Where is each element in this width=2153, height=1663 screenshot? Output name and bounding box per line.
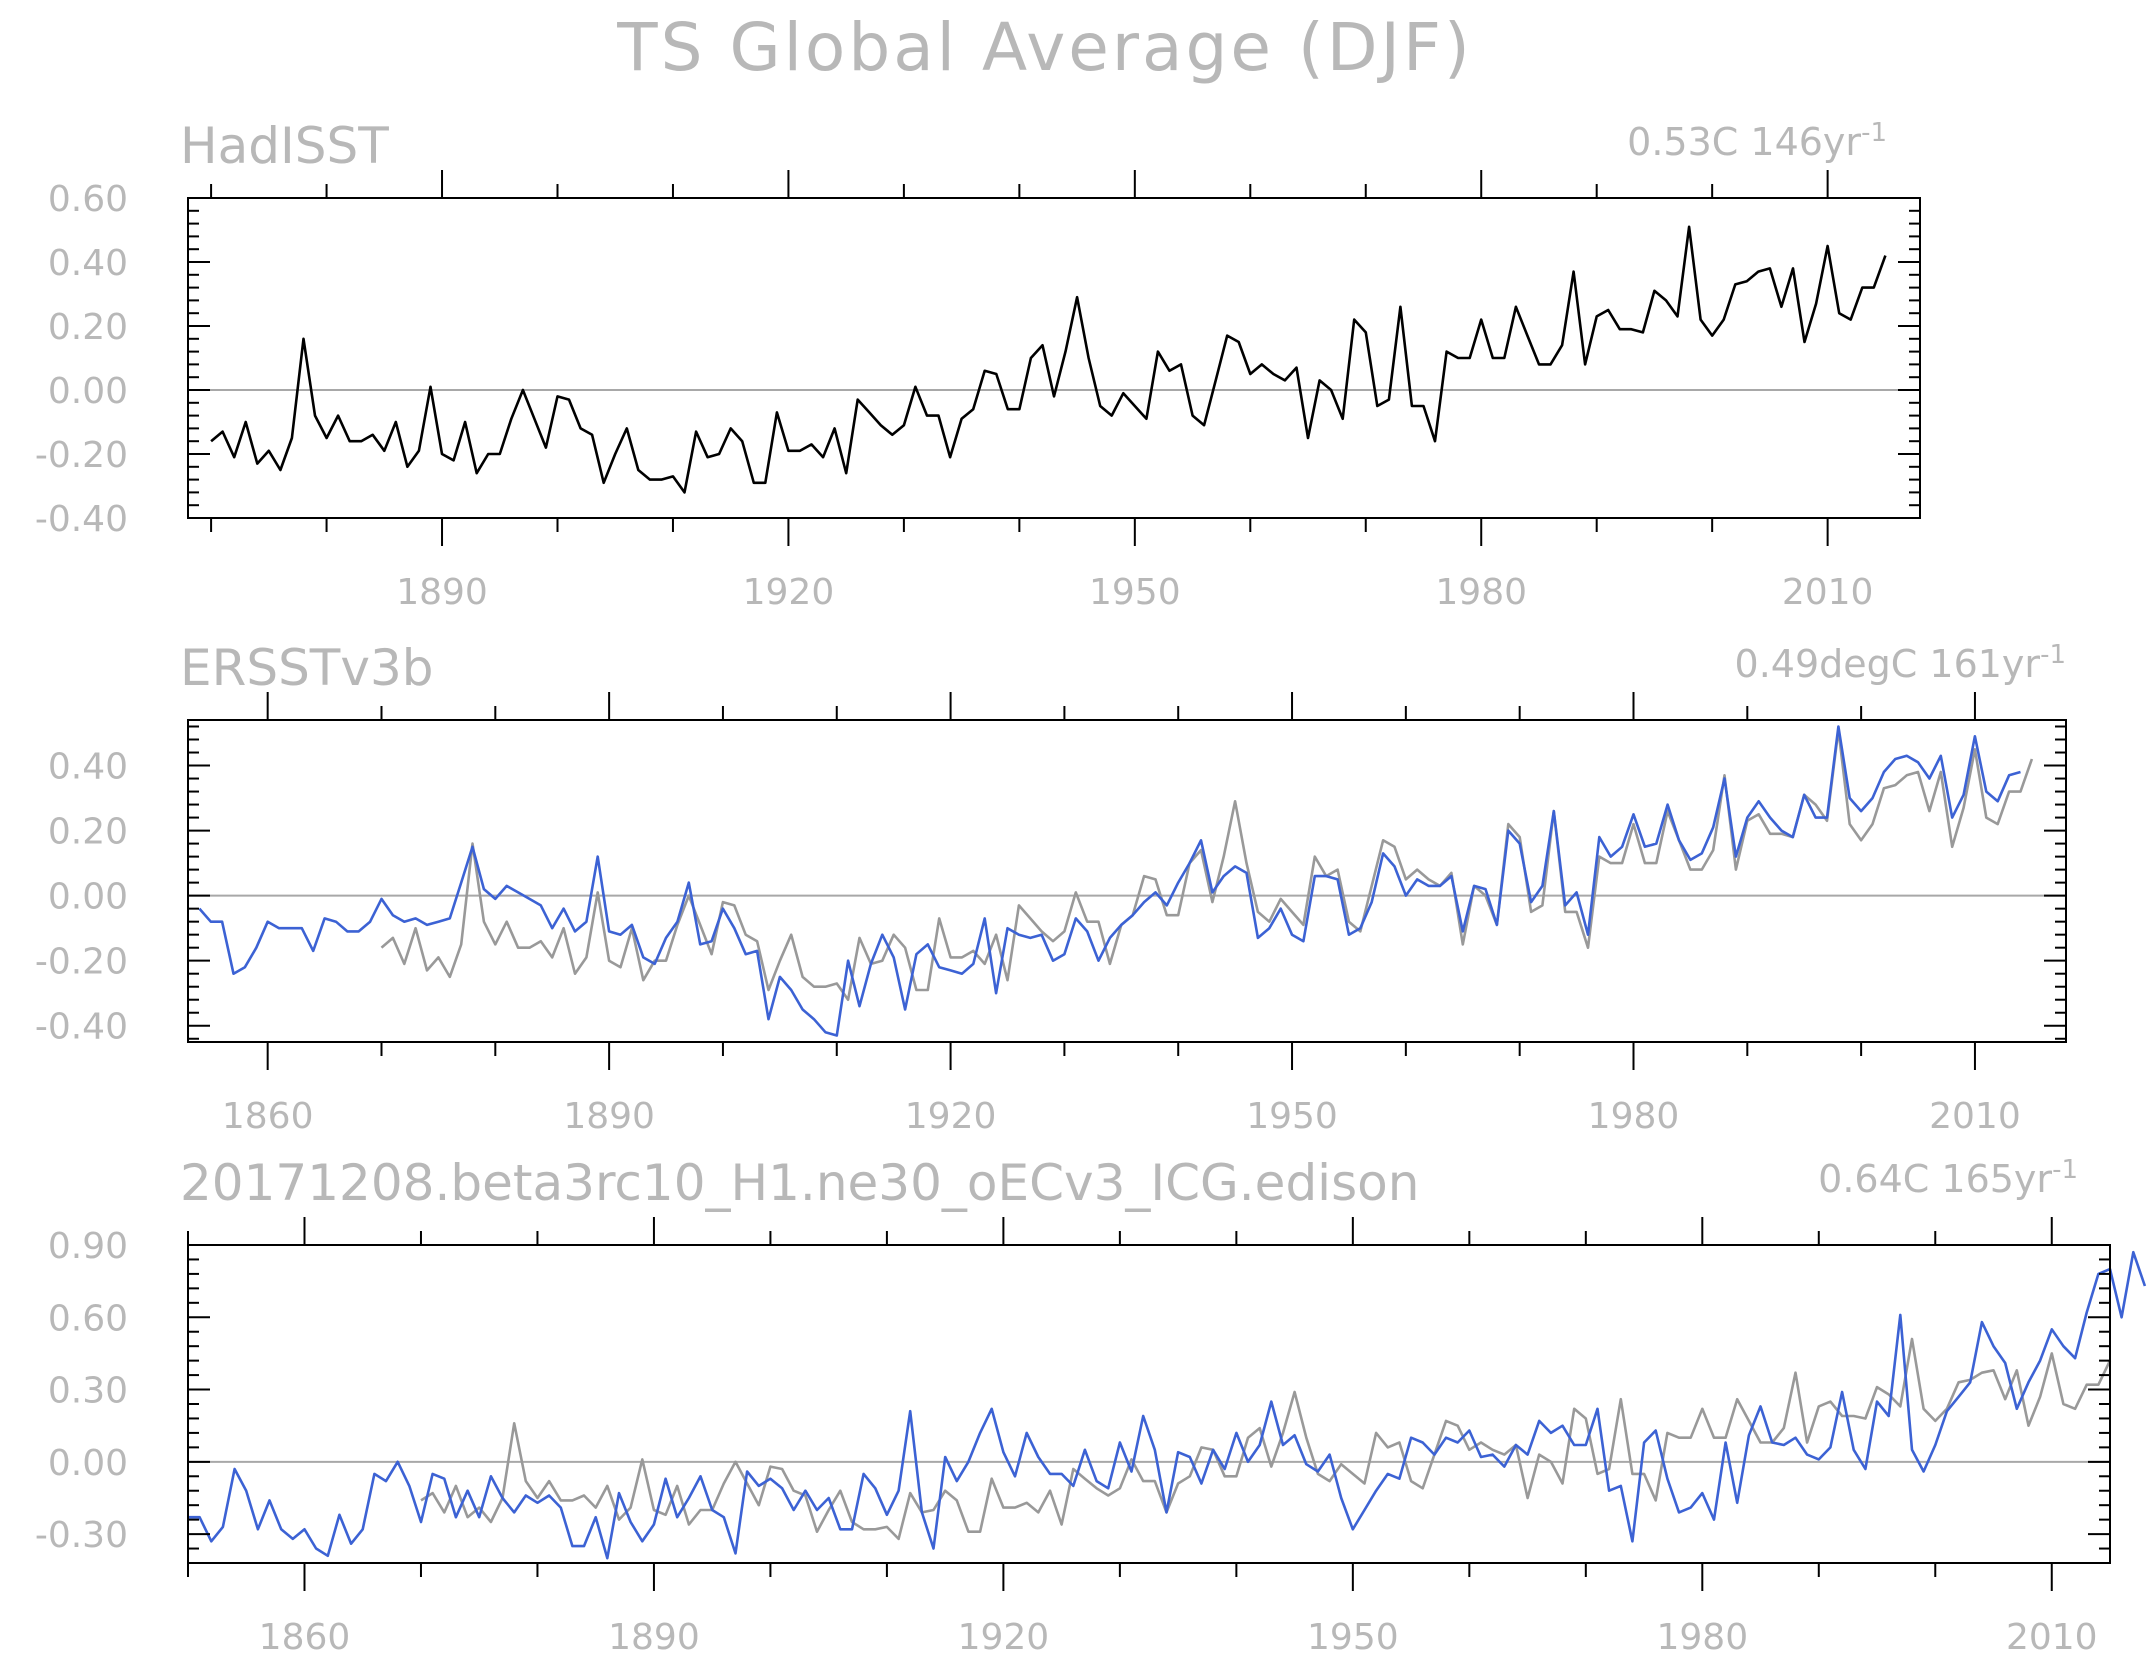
plot-frame (187, 197, 1921, 519)
panel-hadisst: HadISST 0.53C 146yr-1 -0.40 -0.20 0.00 0.20… (35, 117, 1921, 613)
y-tick-labels: -0.40 -0.20 0.00 0.20 0.40 (35, 747, 128, 1048)
x-axis-ticks (187, 1217, 2053, 1591)
x-tick-labels: 1890 1920 1950 1980 2010 (396, 572, 1873, 613)
x-tick-label: 1950 (1089, 572, 1181, 613)
x-tick-labels: 1860 1890 1920 1950 1980 2010 (259, 1617, 2098, 1658)
panel-model: 20171208.beta3rc10_H1.ne30_oECv3_ICG.edi… (35, 1154, 2147, 1658)
y-tick-label: 0.40 (48, 747, 128, 788)
x-axis-ticks (210, 170, 1829, 546)
trend-label: 0.53C 146yr-1 (1627, 118, 1887, 164)
x-tick-label: 1950 (1246, 1096, 1338, 1137)
y-axis-ticks (188, 1244, 2110, 1564)
x-axis-ticks (266, 692, 1976, 1070)
x-tick-label: 1980 (1656, 1617, 1748, 1658)
x-tick-label: 2010 (1929, 1096, 2021, 1137)
x-tick-label: 1980 (1588, 1096, 1680, 1137)
x-tick-label: 2010 (2006, 1617, 2098, 1658)
y-tick-label: 0.20 (48, 812, 128, 853)
x-tick-labels: 1860 1890 1920 1950 1980 2010 (222, 1096, 2021, 1137)
y-tick-label: 0.90 (48, 1226, 128, 1267)
panel-title: HadISST (180, 117, 389, 175)
y-tick-label: 0.40 (48, 243, 128, 284)
y-axis-ticks (188, 197, 1920, 519)
x-tick-label: 1950 (1307, 1617, 1399, 1658)
y-tick-label: 0.20 (48, 307, 128, 348)
x-tick-label: 1920 (743, 572, 835, 613)
y-tick-label: 0.60 (48, 1298, 128, 1339)
y-tick-label: -0.30 (35, 1515, 128, 1556)
y-tick-label: 0.60 (48, 179, 128, 220)
trend-label: 0.64C 165yr-1 (1818, 1155, 2078, 1201)
x-tick-label: 1920 (958, 1617, 1050, 1658)
series-line (420, 1337, 2112, 1541)
x-tick-label: 1890 (608, 1617, 700, 1658)
x-tick-label: 1890 (563, 1096, 655, 1137)
panel-ersstv3b: ERSSTv3b 0.49degC 161yr-1 -0.40 -0.20 0.00… (35, 639, 2067, 1137)
figure-title: TS Global Average (DJF) (616, 9, 1472, 86)
y-tick-labels: -0.30 0.00 0.30 0.60 0.90 (35, 1226, 128, 1556)
y-tick-label: 0.00 (48, 371, 128, 412)
x-tick-label: 1860 (222, 1096, 314, 1137)
panel-title: 20171208.beta3rc10_H1.ne30_oECv3_ICG.edi… (180, 1154, 1419, 1212)
series-line (198, 725, 2021, 1037)
y-tick-label: 0.00 (48, 1443, 128, 1484)
y-tick-label: -0.40 (35, 499, 128, 540)
y-tick-labels: -0.40 -0.20 0.00 0.20 0.40 0.60 (35, 179, 128, 540)
x-tick-label: 1920 (905, 1096, 997, 1137)
x-tick-label: 2010 (1782, 572, 1874, 613)
series-line (210, 225, 1887, 494)
series-line (188, 1250, 2147, 1560)
y-tick-label: -0.20 (35, 435, 128, 476)
y-axis-ticks (188, 725, 2066, 1040)
x-tick-label: 1860 (259, 1617, 351, 1658)
trend-label: 0.49degC 161yr-1 (1735, 640, 2066, 686)
y-tick-label: 0.00 (48, 877, 128, 918)
plot-frame (187, 719, 2067, 1043)
y-tick-label: 0.30 (48, 1371, 128, 1412)
panel-title: ERSSTv3b (180, 639, 434, 697)
y-tick-label: -0.40 (35, 1007, 128, 1048)
x-tick-label: 1980 (1435, 572, 1527, 613)
x-tick-label: 1890 (396, 572, 488, 613)
y-tick-label: -0.20 (35, 942, 128, 983)
